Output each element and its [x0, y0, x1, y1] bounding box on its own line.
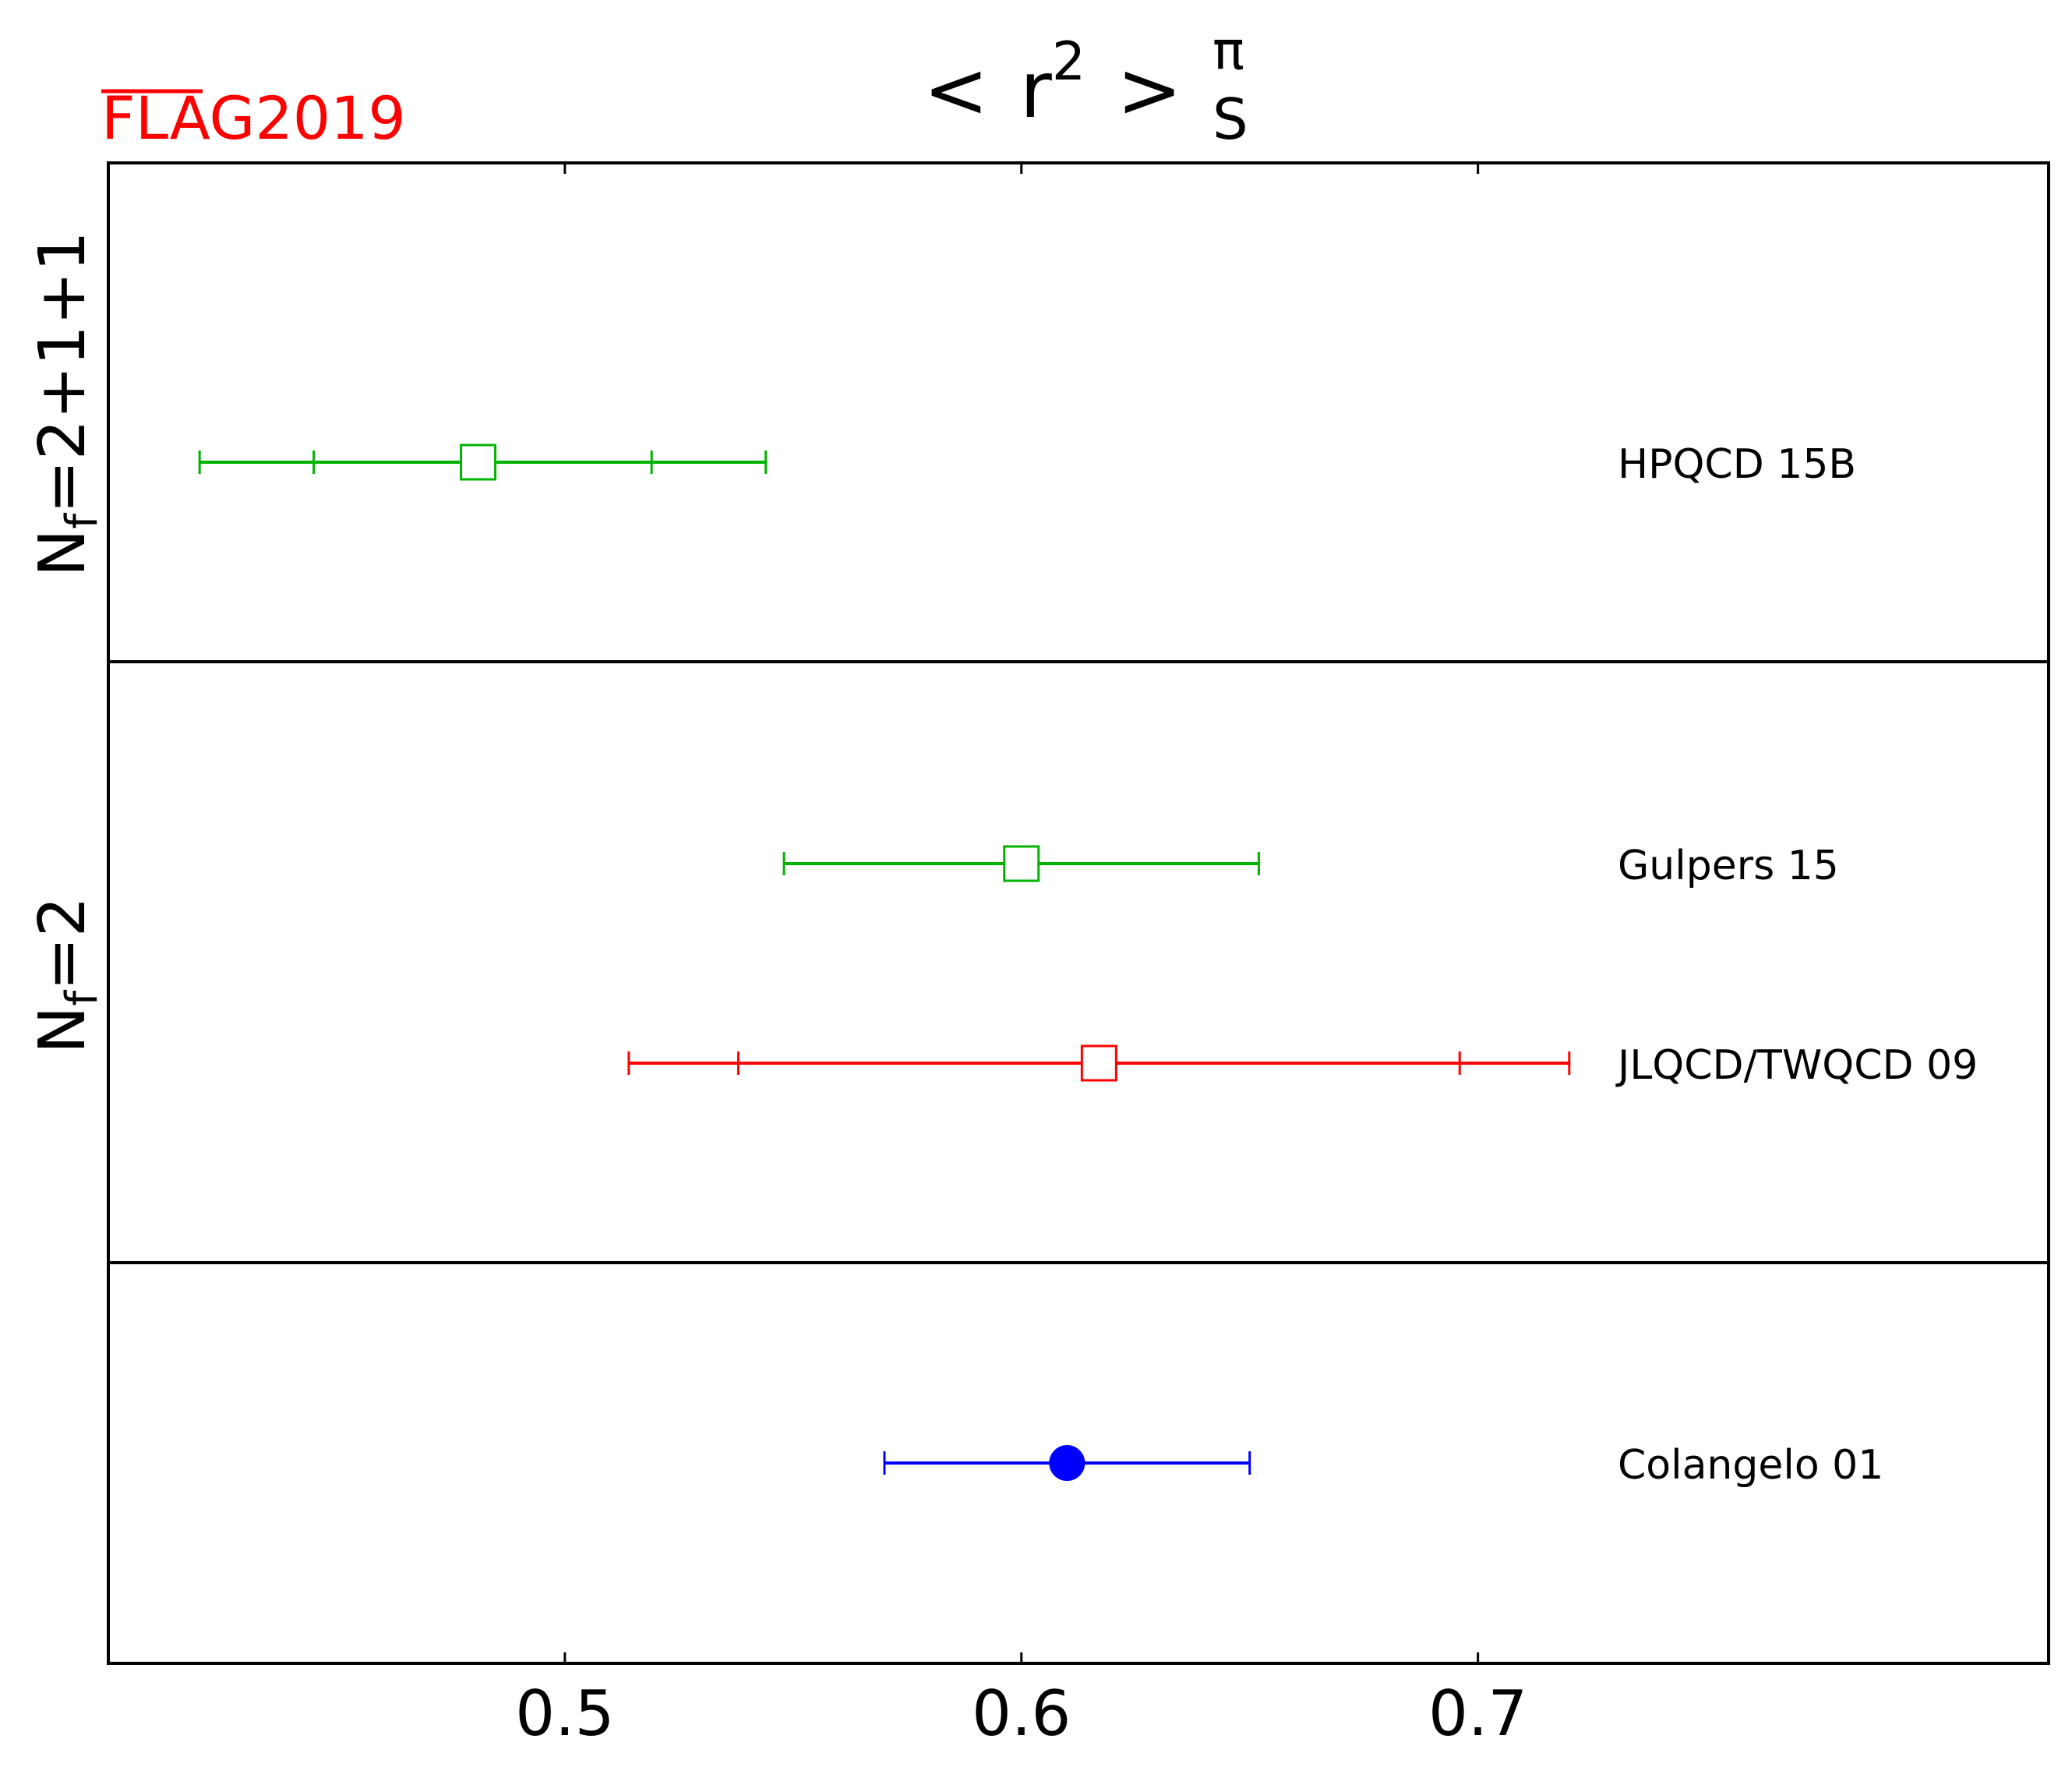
x-tick-label: 0.6: [972, 1677, 1071, 1750]
point-label: JLQCD/TWQCD 09: [1615, 1042, 1978, 1089]
point-label: Gulpers 15: [1618, 843, 1839, 889]
group1-sub: f: [57, 990, 108, 1006]
title-lt: <: [923, 44, 989, 136]
title-pi: π: [1212, 20, 1244, 82]
data-point: [782, 845, 1260, 882]
marker-filled-circle: [1049, 1445, 1085, 1481]
logo-text: FLAG2019: [101, 83, 406, 153]
data-point: [198, 444, 768, 481]
group1-base: N: [26, 1006, 100, 1054]
logo-flag: FLAG: [101, 83, 255, 153]
title-sup: 2: [1052, 31, 1085, 93]
title-gt: >: [1117, 44, 1182, 136]
marker-open-square: [1003, 845, 1040, 882]
group0-base: N: [26, 529, 100, 577]
marker-open-square: [1080, 1044, 1117, 1082]
point-label: HPQCD 15B: [1618, 441, 1856, 488]
x-tick-label: 0.5: [515, 1677, 614, 1750]
chart-title: < r2 >: [923, 31, 1182, 136]
data-points: [198, 444, 1571, 1481]
plot-frame: [107, 161, 2050, 1665]
group-label-2p1p1p1: Nf=2+1+1: [26, 231, 108, 577]
group-label-2: Nf=2: [26, 896, 108, 1054]
group0-sub: f: [57, 513, 108, 529]
title-sub: S: [1212, 87, 1248, 152]
x-tick-label: 0.7: [1428, 1677, 1527, 1750]
x-tick-labels: 0.5 0.6 0.7: [515, 1677, 1527, 1750]
x-ticks: [563, 163, 1480, 1663]
group1-rest: =2: [26, 896, 100, 991]
flag-logo: FLAG2019: [101, 83, 406, 153]
data-point: [627, 1044, 1571, 1082]
logo-year: 2019: [255, 83, 405, 153]
marker-open-square: [460, 444, 497, 481]
point-label: Colangelo 01: [1618, 1442, 1883, 1489]
group0-rest: =2+1+1: [26, 231, 100, 514]
data-point: [883, 1445, 1251, 1481]
title-r: r: [1020, 44, 1053, 136]
point-labels: HPQCD 15B Gulpers 15 JLQCD/TWQCD 09 Colange…: [1615, 441, 1978, 1489]
